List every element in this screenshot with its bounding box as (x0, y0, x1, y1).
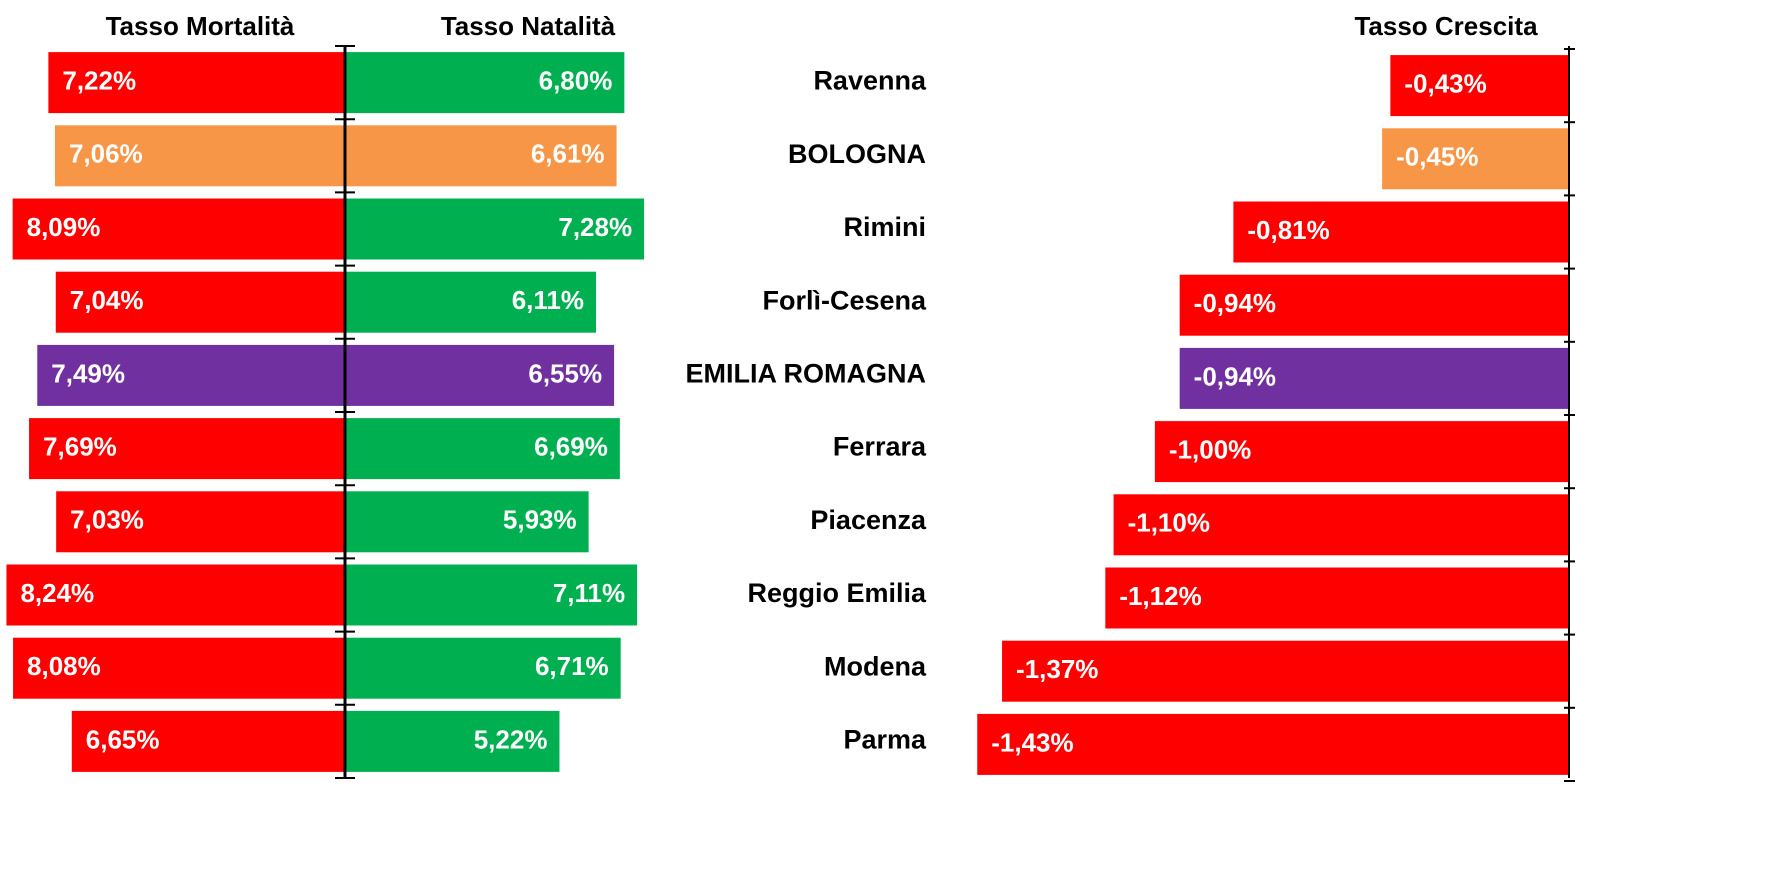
value-label: 7,22% (62, 65, 136, 95)
bar (1179, 347, 1568, 409)
bar (6, 564, 346, 626)
bar (48, 52, 345, 114)
value-label: 6,71% (535, 651, 609, 681)
value-label: -1,43% (991, 727, 1073, 757)
series-header: Tasso Mortalità (106, 11, 295, 41)
bar (1390, 55, 1568, 117)
value-label: 6,55% (528, 358, 602, 388)
category-label: Ferrara (833, 432, 927, 462)
bar (345, 344, 615, 406)
series-header: Tasso Natalità (441, 11, 616, 41)
bar (71, 710, 345, 772)
series-header: Tasso Crescita (1354, 11, 1538, 41)
bar (345, 198, 645, 260)
category-label: Modena (824, 651, 927, 681)
category-label: Reggio Emilia (747, 578, 927, 608)
bar (1113, 494, 1568, 556)
value-label: 7,49% (51, 358, 125, 388)
bar (345, 710, 560, 772)
bar (345, 491, 589, 553)
bar (345, 52, 625, 114)
value-label: 6,61% (531, 139, 605, 169)
bar (345, 637, 621, 699)
bar (977, 713, 1568, 775)
bar (1179, 274, 1568, 336)
value-label: 6,69% (534, 431, 608, 461)
value-label: 8,24% (20, 578, 94, 608)
value-label: -0,43% (1404, 68, 1486, 98)
category-label: Ravenna (813, 66, 927, 96)
value-label: 6,11% (512, 285, 584, 315)
value-label: -0,94% (1194, 288, 1276, 318)
category-label: BOLOGNA (788, 139, 926, 169)
value-label: 7,03% (70, 505, 144, 535)
value-label: 8,09% (27, 212, 101, 242)
value-label: -1,12% (1119, 581, 1201, 611)
bar (54, 125, 345, 187)
bar (345, 271, 597, 333)
bar (37, 344, 345, 406)
value-label: 7,28% (558, 212, 632, 242)
bar (345, 125, 617, 187)
category-label: Rimini (843, 212, 926, 242)
bar (345, 418, 620, 480)
bar (55, 271, 345, 333)
bar (345, 564, 638, 626)
bar (13, 637, 346, 699)
bar (1002, 640, 1568, 702)
category-label: Parma (843, 725, 927, 755)
value-label: 7,11% (553, 578, 625, 608)
value-label: -1,37% (1016, 654, 1098, 684)
value-label: 6,80% (539, 65, 613, 95)
bar (12, 198, 345, 260)
value-label: 5,93% (503, 505, 577, 535)
category-label: Forlì-Cesena (762, 285, 927, 315)
bar (1382, 128, 1568, 190)
value-label: -1,10% (1128, 508, 1210, 538)
category-label: Piacenza (810, 505, 927, 535)
bar (56, 491, 345, 553)
value-label: 7,04% (70, 285, 144, 315)
value-label: -0,94% (1194, 361, 1276, 391)
value-label: 7,69% (43, 431, 117, 461)
value-label: 5,22% (474, 724, 548, 754)
value-label: -0,45% (1396, 142, 1478, 172)
bar (29, 418, 346, 480)
bar (1105, 567, 1568, 629)
category-label: EMILIA ROMAGNA (686, 359, 926, 389)
value-label: 6,65% (86, 724, 160, 754)
bar (1154, 421, 1568, 483)
value-label: -1,00% (1169, 434, 1251, 464)
value-label: 8,08% (27, 651, 101, 681)
bar (1233, 201, 1568, 263)
value-label: -0,81% (1247, 215, 1329, 245)
value-label: 7,06% (69, 139, 143, 169)
